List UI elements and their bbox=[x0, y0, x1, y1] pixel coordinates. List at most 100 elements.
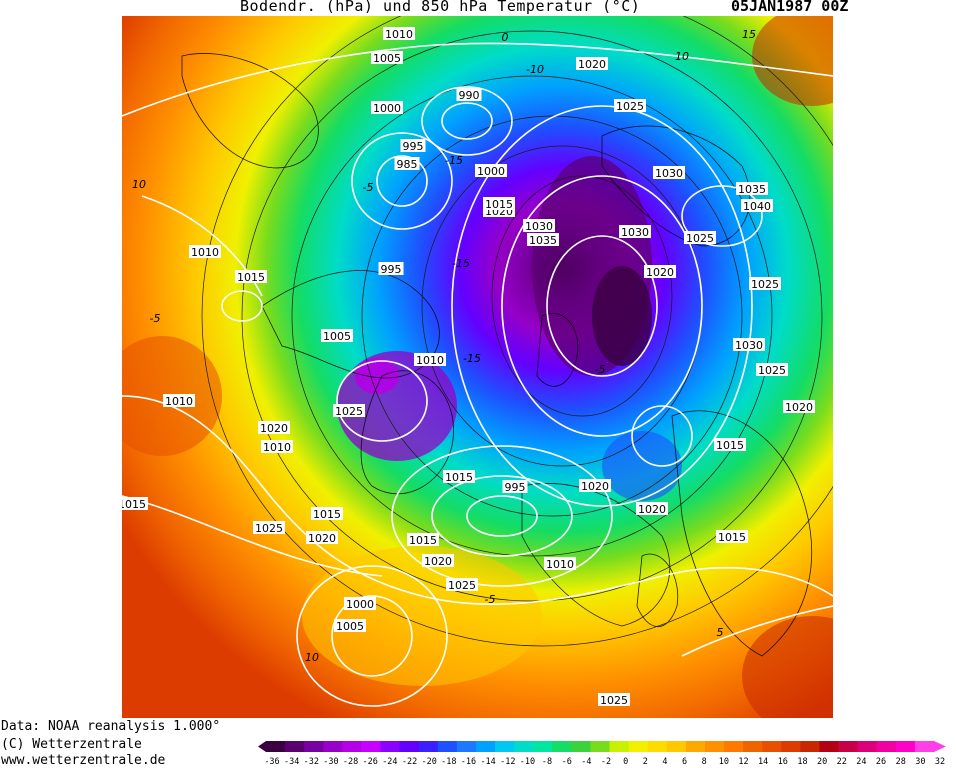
colorbar-tick-label: -8 bbox=[542, 757, 552, 766]
colorbar-swatch bbox=[418, 741, 439, 752]
isobar-label: 1010 bbox=[383, 27, 415, 41]
colorbar-swatch bbox=[533, 741, 553, 752]
isobar-label: 1005 bbox=[321, 329, 353, 343]
svg-text:1010: 1010 bbox=[385, 28, 413, 41]
temperature-label: 15 bbox=[742, 28, 756, 41]
copyright: (C) Wetterzentrale bbox=[1, 737, 142, 752]
isobar-label: 1000 bbox=[371, 101, 403, 115]
colorbar-tick-label: 12 bbox=[738, 757, 748, 766]
svg-text:1020: 1020 bbox=[578, 58, 606, 71]
isobar-label: 1005 bbox=[371, 51, 403, 65]
map-canvas: 1010100510009909959851000102010301015102… bbox=[122, 16, 833, 718]
colorbar-swatch bbox=[647, 741, 668, 752]
colorbar: -36 -34 -32 -30 -28 -26 -24 -22 -20 -18 -16 -14 -12-… bbox=[258, 741, 946, 766]
temperature-labels: 0 -10 -15 -5 10 -15 -15 -5 -5 15 10 -5 5 10 bbox=[132, 28, 756, 664]
svg-text:1015: 1015 bbox=[122, 498, 146, 511]
colorbar-swatch bbox=[304, 741, 324, 752]
isobar-label: 1020 bbox=[576, 57, 608, 71]
data-source: Data: NOAA reanalysis 1.000° bbox=[1, 719, 221, 734]
colorbar-tick-label: 0 bbox=[623, 757, 628, 766]
temperature-label: -15 bbox=[445, 154, 463, 167]
isobar-label: 1035 bbox=[527, 233, 559, 247]
isobar-label: 1035 bbox=[736, 182, 768, 196]
svg-text:1030: 1030 bbox=[525, 220, 553, 233]
colorbar-tick-label: 26 bbox=[876, 757, 886, 766]
colorbar-swatch bbox=[590, 741, 611, 752]
colorbar-swatch bbox=[342, 741, 362, 752]
colorbar-tick-label: 6 bbox=[682, 757, 687, 766]
svg-text:995: 995 bbox=[403, 140, 424, 153]
temperature-label: -15 bbox=[452, 257, 470, 270]
colorbar-swatch bbox=[609, 741, 630, 752]
svg-text:1025: 1025 bbox=[448, 579, 476, 592]
svg-text:1015: 1015 bbox=[237, 271, 265, 284]
colorbar-tick-label: -36 bbox=[264, 757, 279, 766]
svg-text:1015: 1015 bbox=[485, 198, 513, 211]
colorbar-tick-label: -26 bbox=[363, 757, 378, 766]
colorbar-swatch bbox=[571, 741, 591, 752]
isobar-label: 1010 bbox=[544, 557, 576, 571]
svg-text:1025: 1025 bbox=[335, 405, 363, 418]
isobar-label: 1010 bbox=[189, 245, 221, 259]
colorbar-swatch bbox=[685, 741, 706, 752]
colorbar-swatch bbox=[895, 741, 916, 752]
temperature-label: -15 bbox=[463, 352, 481, 365]
colorbar-tick-label: 4 bbox=[662, 757, 667, 766]
colorbar-swatch bbox=[800, 741, 820, 752]
colorbar-tick-label: -12 bbox=[500, 757, 515, 766]
svg-text:1030: 1030 bbox=[621, 226, 649, 239]
temperature-label: -5 bbox=[595, 363, 606, 376]
svg-text:1020: 1020 bbox=[785, 401, 813, 414]
colorbar-swatch bbox=[666, 741, 687, 752]
colorbar-swatch bbox=[781, 741, 801, 752]
colorbar-swatch bbox=[743, 741, 763, 752]
isobar-label: 1025 bbox=[446, 578, 478, 592]
temperature-label: -5 bbox=[150, 312, 161, 325]
colorbar-tick-label: -10 bbox=[520, 757, 535, 766]
temperature-label: 10 bbox=[675, 50, 689, 63]
colorbar-tick-label: 18 bbox=[797, 757, 807, 766]
isobar-label: 1015 bbox=[311, 507, 343, 521]
svg-text:1035: 1035 bbox=[529, 234, 557, 247]
cold-pool bbox=[355, 358, 399, 394]
svg-text:1025: 1025 bbox=[600, 694, 628, 707]
svg-text:1015: 1015 bbox=[409, 534, 437, 547]
colorbar-tick-label: -22 bbox=[402, 757, 417, 766]
svg-text:1015: 1015 bbox=[313, 508, 341, 521]
isobar-label: 990 bbox=[456, 88, 482, 102]
colorbar-swatch bbox=[857, 741, 878, 752]
colorbar-high-arrow bbox=[934, 741, 946, 752]
svg-text:1005: 1005 bbox=[373, 52, 401, 65]
website-link[interactable]: www.wetterzentrale.de bbox=[1, 753, 166, 768]
isobar-label: 1030 bbox=[523, 219, 555, 233]
svg-text:1030: 1030 bbox=[735, 339, 763, 352]
colorbar-swatch bbox=[819, 741, 840, 752]
warm-area bbox=[302, 546, 542, 686]
weather-map: 1010 1005 1000 990 995 985 1000 1020 1030 1015 102… bbox=[122, 16, 833, 718]
svg-text:1020: 1020 bbox=[646, 266, 674, 279]
isobar-label: 1020 bbox=[422, 554, 454, 568]
colorbar-tick-label: 28 bbox=[896, 757, 906, 766]
colorbar-tick-label: -16 bbox=[461, 757, 476, 766]
svg-text:985: 985 bbox=[397, 158, 418, 171]
colorbar-tick-label: -4 bbox=[581, 757, 591, 766]
colorbar-tick-label: -2 bbox=[601, 757, 611, 766]
colorbar-tick-label: -28 bbox=[343, 757, 358, 766]
isobar-label: 1025 bbox=[614, 99, 646, 113]
cold-pool bbox=[602, 431, 682, 501]
svg-text:1035: 1035 bbox=[738, 183, 766, 196]
colorbar-swatch bbox=[285, 741, 305, 752]
isobar-labels: 1010100510009909959851000102010301015102… bbox=[122, 27, 815, 707]
temperature-label: 5 bbox=[717, 626, 724, 639]
colorbar-swatch bbox=[914, 741, 935, 752]
svg-text:1015: 1015 bbox=[716, 439, 744, 452]
svg-text:1010: 1010 bbox=[263, 441, 291, 454]
colorbar-tick-label: -18 bbox=[441, 757, 456, 766]
colorbar-tick-label: 30 bbox=[915, 757, 925, 766]
isobar-label: 1000 bbox=[344, 597, 376, 611]
isobar-label: 1025 bbox=[598, 693, 630, 707]
colorbar-tick-label: 10 bbox=[719, 757, 729, 766]
svg-text:1015: 1015 bbox=[445, 471, 473, 484]
isobar-label: 1020 bbox=[579, 479, 611, 493]
colorbar-tick-label: -30 bbox=[323, 757, 338, 766]
